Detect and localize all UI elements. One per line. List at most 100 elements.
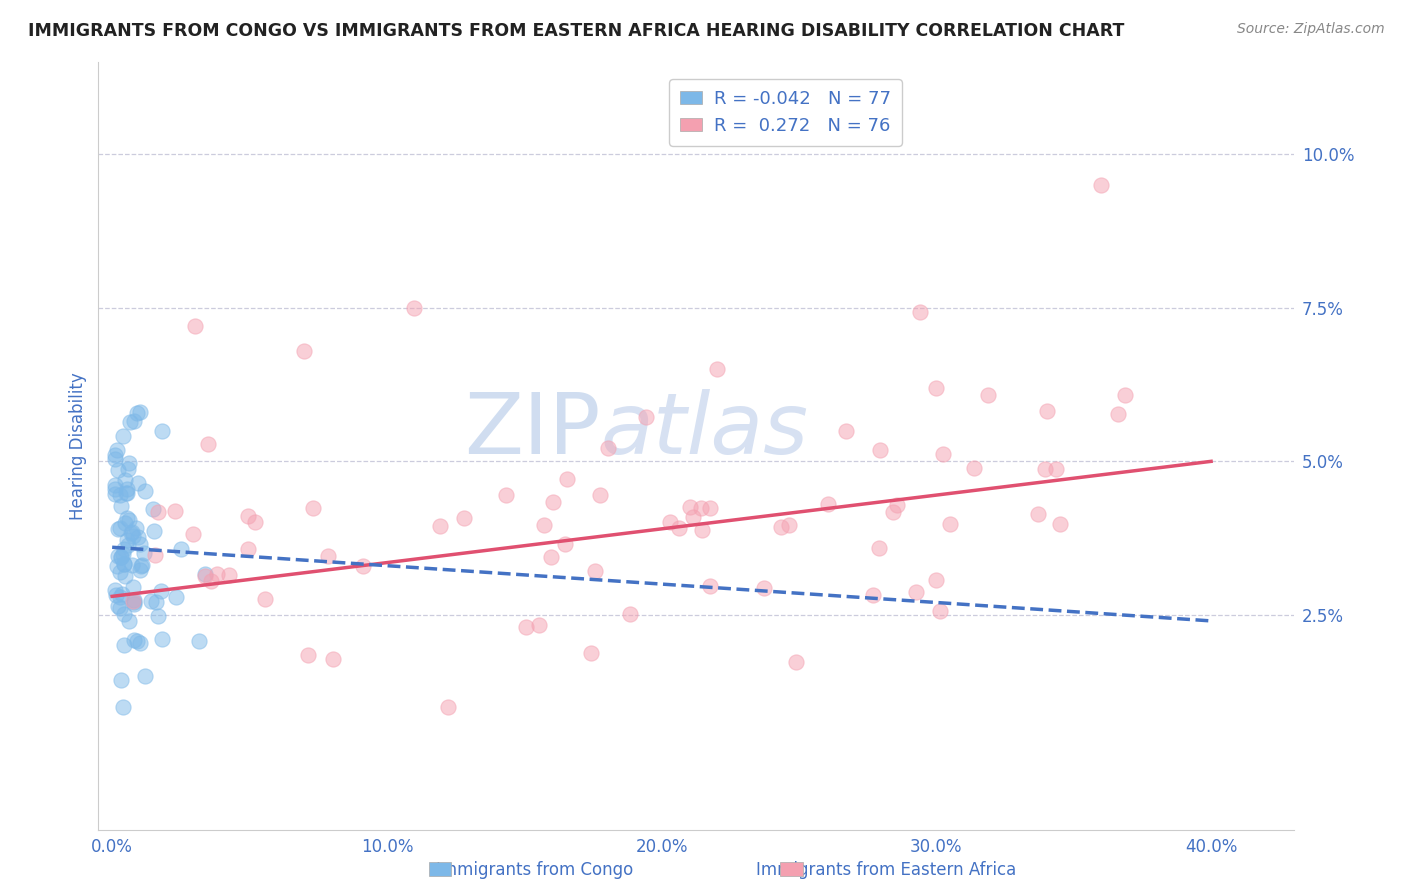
Point — [752, 581, 775, 595]
Point — [108, 565, 131, 579]
Point — [121, 558, 143, 572]
Point — [243, 515, 266, 529]
Point — [110, 549, 132, 564]
Point — [236, 509, 259, 524]
Point — [150, 424, 173, 438]
Point — [690, 501, 713, 516]
Point — [554, 537, 576, 551]
Point — [127, 633, 149, 648]
Point — [129, 537, 152, 551]
Point — [404, 301, 426, 315]
Point — [963, 461, 986, 475]
Point — [925, 381, 948, 395]
Text: ZIP: ZIP — [464, 389, 600, 472]
Point — [107, 549, 129, 563]
Point — [142, 524, 165, 539]
Point — [316, 549, 339, 564]
Point — [114, 473, 136, 487]
Point — [188, 634, 211, 648]
Point — [108, 488, 131, 502]
Point — [112, 542, 135, 557]
Point — [104, 482, 127, 496]
Point — [143, 548, 166, 562]
Point — [110, 499, 132, 513]
Point — [146, 608, 169, 623]
Point — [112, 557, 135, 571]
Point — [127, 530, 149, 544]
Point — [932, 447, 955, 461]
Point — [118, 415, 141, 429]
Point — [134, 484, 156, 499]
Point — [104, 451, 127, 466]
Text: Immigrants from Congo: Immigrants from Congo — [436, 861, 633, 879]
Point — [778, 517, 800, 532]
Point — [527, 618, 550, 632]
Point — [183, 319, 205, 334]
Point — [194, 569, 217, 583]
Point — [1026, 507, 1049, 521]
Point — [122, 528, 145, 542]
Point — [817, 498, 839, 512]
Point — [1090, 178, 1112, 193]
Point — [122, 593, 145, 607]
Point — [132, 545, 155, 559]
Point — [110, 549, 132, 564]
Point — [165, 590, 187, 604]
Point — [515, 620, 537, 634]
Point — [181, 527, 204, 541]
Point — [785, 655, 807, 669]
Point — [706, 362, 728, 376]
Point — [111, 587, 134, 601]
Point — [976, 388, 998, 402]
Point — [131, 558, 153, 573]
Point — [125, 406, 148, 420]
Point — [112, 699, 135, 714]
Point — [679, 500, 702, 515]
Point — [905, 585, 928, 599]
Point — [105, 589, 128, 603]
Point — [112, 557, 135, 571]
Point — [253, 591, 276, 606]
Point — [579, 646, 602, 660]
Point — [352, 558, 374, 573]
Point — [122, 580, 145, 594]
Point — [122, 592, 145, 607]
Point — [118, 513, 141, 527]
Point — [699, 501, 721, 516]
Point — [120, 525, 142, 540]
Point — [129, 636, 152, 650]
Point — [294, 343, 316, 358]
Point — [1049, 516, 1071, 531]
Point — [598, 442, 620, 456]
Point — [869, 442, 891, 457]
Point — [108, 590, 131, 604]
Text: atlas: atlas — [600, 389, 808, 472]
Point — [128, 405, 150, 419]
Point — [122, 595, 145, 609]
Point — [200, 574, 222, 588]
Point — [170, 541, 193, 556]
Point — [218, 568, 240, 582]
Point — [104, 486, 127, 500]
Point — [117, 462, 139, 476]
Point — [699, 579, 721, 593]
Point — [114, 569, 136, 583]
Point — [882, 505, 904, 519]
Y-axis label: Hearing Disability: Hearing Disability — [69, 372, 87, 520]
Point — [115, 533, 138, 548]
Point — [150, 632, 173, 646]
Point — [495, 488, 517, 502]
Point — [117, 483, 139, 497]
Point — [115, 511, 138, 525]
Point — [112, 607, 135, 622]
Point — [107, 522, 129, 536]
Point — [127, 475, 149, 490]
Point — [125, 521, 148, 535]
Point — [910, 305, 932, 319]
Point — [1045, 462, 1067, 476]
Point — [148, 505, 170, 519]
Point — [207, 566, 229, 581]
Text: IMMIGRANTS FROM CONGO VS IMMIGRANTS FROM EASTERN AFRICA HEARING DISABILITY CORRE: IMMIGRANTS FROM CONGO VS IMMIGRANTS FROM… — [28, 22, 1125, 40]
Point — [938, 517, 960, 532]
Point — [112, 547, 135, 561]
